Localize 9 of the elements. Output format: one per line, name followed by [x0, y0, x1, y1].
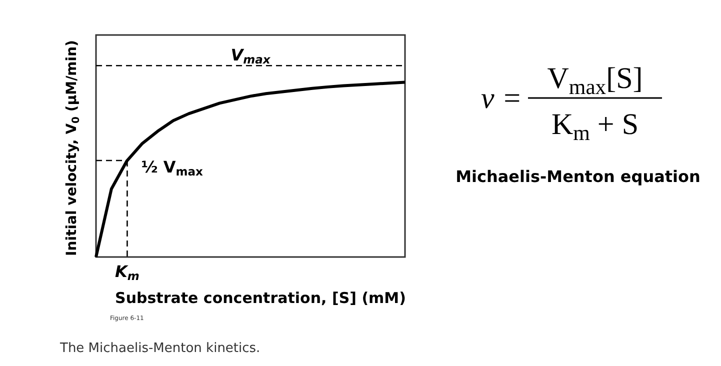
- text: The Michaelis-Menton kinetics.: [59, 341, 260, 356]
- ref-line-label: V$_{max}$: [230, 46, 271, 67]
- text: K$_{m}$: [115, 262, 140, 283]
- text: Michaelis-Menton equation: [456, 167, 700, 186]
- text: K$_{m}$ + S: [551, 108, 639, 144]
- text: V$_{max}$[S]: [547, 62, 643, 98]
- text: v =: [480, 82, 522, 115]
- x-axis-title: Substrate concentration, [S] (mM): [115, 289, 406, 307]
- ref-line-label: ½ V$_{max}$: [141, 158, 204, 179]
